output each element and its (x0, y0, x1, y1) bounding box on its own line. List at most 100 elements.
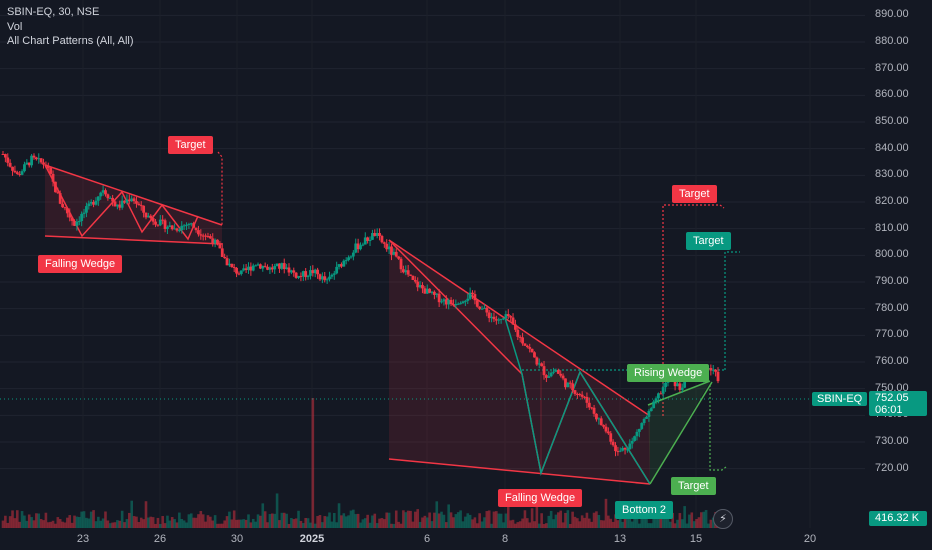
candle-body (363, 237, 367, 245)
candle-body (216, 239, 219, 245)
candle-body (285, 267, 289, 270)
volume-bar (242, 519, 246, 528)
target-label-falling-wedge-1: Target (168, 136, 213, 154)
candle-body (709, 368, 713, 371)
volume-bar (282, 512, 286, 528)
volume-bar (604, 498, 608, 528)
y-tick-label: 810.00 (875, 221, 909, 234)
candle-body (70, 217, 74, 221)
legend-indicator[interactable]: All Chart Patterns (All, All) (7, 35, 134, 47)
candle-body (73, 220, 76, 226)
candle-body (404, 270, 408, 273)
volume-bar (225, 516, 229, 528)
volume-bar (144, 501, 148, 528)
falling-wedge-2-lower (388, 458, 651, 485)
volume-bar (607, 515, 610, 528)
volume-bar (423, 515, 427, 528)
volume-bar (440, 511, 443, 528)
volume-bar (199, 510, 203, 528)
candle-body (485, 307, 489, 313)
volume-bar (128, 512, 131, 528)
candle-body (20, 171, 24, 175)
volume-bar (621, 521, 624, 528)
candle-body (259, 264, 262, 269)
volume-bar (13, 518, 17, 528)
candle-body (573, 390, 577, 394)
volume-bar (702, 511, 705, 528)
candle-body (585, 396, 589, 403)
candle-body (487, 312, 491, 319)
volume-bar (37, 513, 41, 528)
x-tick-label: 6 (423, 533, 431, 545)
volume-bar (578, 521, 582, 528)
volume-bar (371, 515, 374, 528)
candle-body (158, 219, 162, 226)
candle-body (406, 270, 410, 275)
candle-body (127, 199, 131, 202)
volume-bar (642, 516, 646, 528)
candle-body (8, 162, 12, 167)
volume-bar (189, 513, 193, 528)
volume-bar (297, 510, 300, 528)
volume-bar (669, 521, 672, 528)
candle-body (556, 370, 560, 374)
volume-bar (390, 523, 393, 528)
y-tick-label: 820.00 (875, 195, 909, 207)
volume-bar (535, 489, 539, 528)
candle-body (130, 198, 134, 202)
y-tick-label: 830.00 (875, 168, 909, 181)
candle-body (261, 265, 265, 269)
y-tick-label: 800.00 (875, 248, 909, 261)
candle-body (490, 316, 493, 319)
candle-body (299, 275, 303, 277)
candle-body (63, 207, 67, 209)
candle-body (504, 314, 508, 319)
candle-body (156, 224, 160, 226)
volume-bar (340, 515, 343, 528)
legend-symbol[interactable]: SBIN-EQ, 30, NSE (7, 6, 100, 18)
volume-bar (571, 511, 574, 528)
y-tick-label: 880.00 (875, 35, 909, 47)
candle-body (332, 273, 336, 275)
volume-bar (366, 514, 369, 528)
volume-bar (685, 523, 689, 528)
candle-body (413, 279, 417, 282)
volume-bar (6, 522, 10, 528)
candle-body (223, 256, 227, 259)
lightning-icon[interactable]: ⚡ (713, 509, 733, 529)
candle-body (361, 244, 365, 246)
volume-bar (61, 521, 64, 528)
volume-bar (73, 515, 76, 528)
volume-bar (511, 519, 515, 528)
candle-body (380, 235, 384, 243)
candle-body (716, 371, 720, 382)
volume-bar (464, 516, 467, 528)
volume-bar (695, 518, 698, 528)
candle-body (590, 407, 594, 409)
candle-body (633, 436, 636, 441)
volume-bar (58, 519, 62, 528)
volume-bar (418, 521, 422, 528)
candle-body (273, 266, 277, 270)
volume-bar (640, 517, 644, 528)
candle-body (11, 166, 14, 171)
candle-body (118, 204, 122, 208)
volume-bar (599, 520, 603, 528)
candle-body (711, 369, 715, 371)
candle-body (597, 418, 601, 420)
legend-volume[interactable]: Vol (7, 20, 23, 33)
candle-body (173, 228, 176, 230)
candle-body (208, 236, 212, 239)
candle-body (166, 227, 169, 229)
volume-bar (256, 514, 260, 528)
volume-bar (68, 515, 72, 528)
candle-body (356, 243, 360, 250)
candle-body (664, 382, 667, 388)
volume-bar (159, 523, 162, 528)
target-label-bottom-2: Target (686, 232, 731, 250)
volume-bar (80, 511, 83, 528)
candle-body (42, 162, 45, 165)
chart-legend: SBIN-EQ, 30, NSE Vol All Chart Patterns … (7, 5, 134, 49)
candle-body (287, 267, 291, 273)
